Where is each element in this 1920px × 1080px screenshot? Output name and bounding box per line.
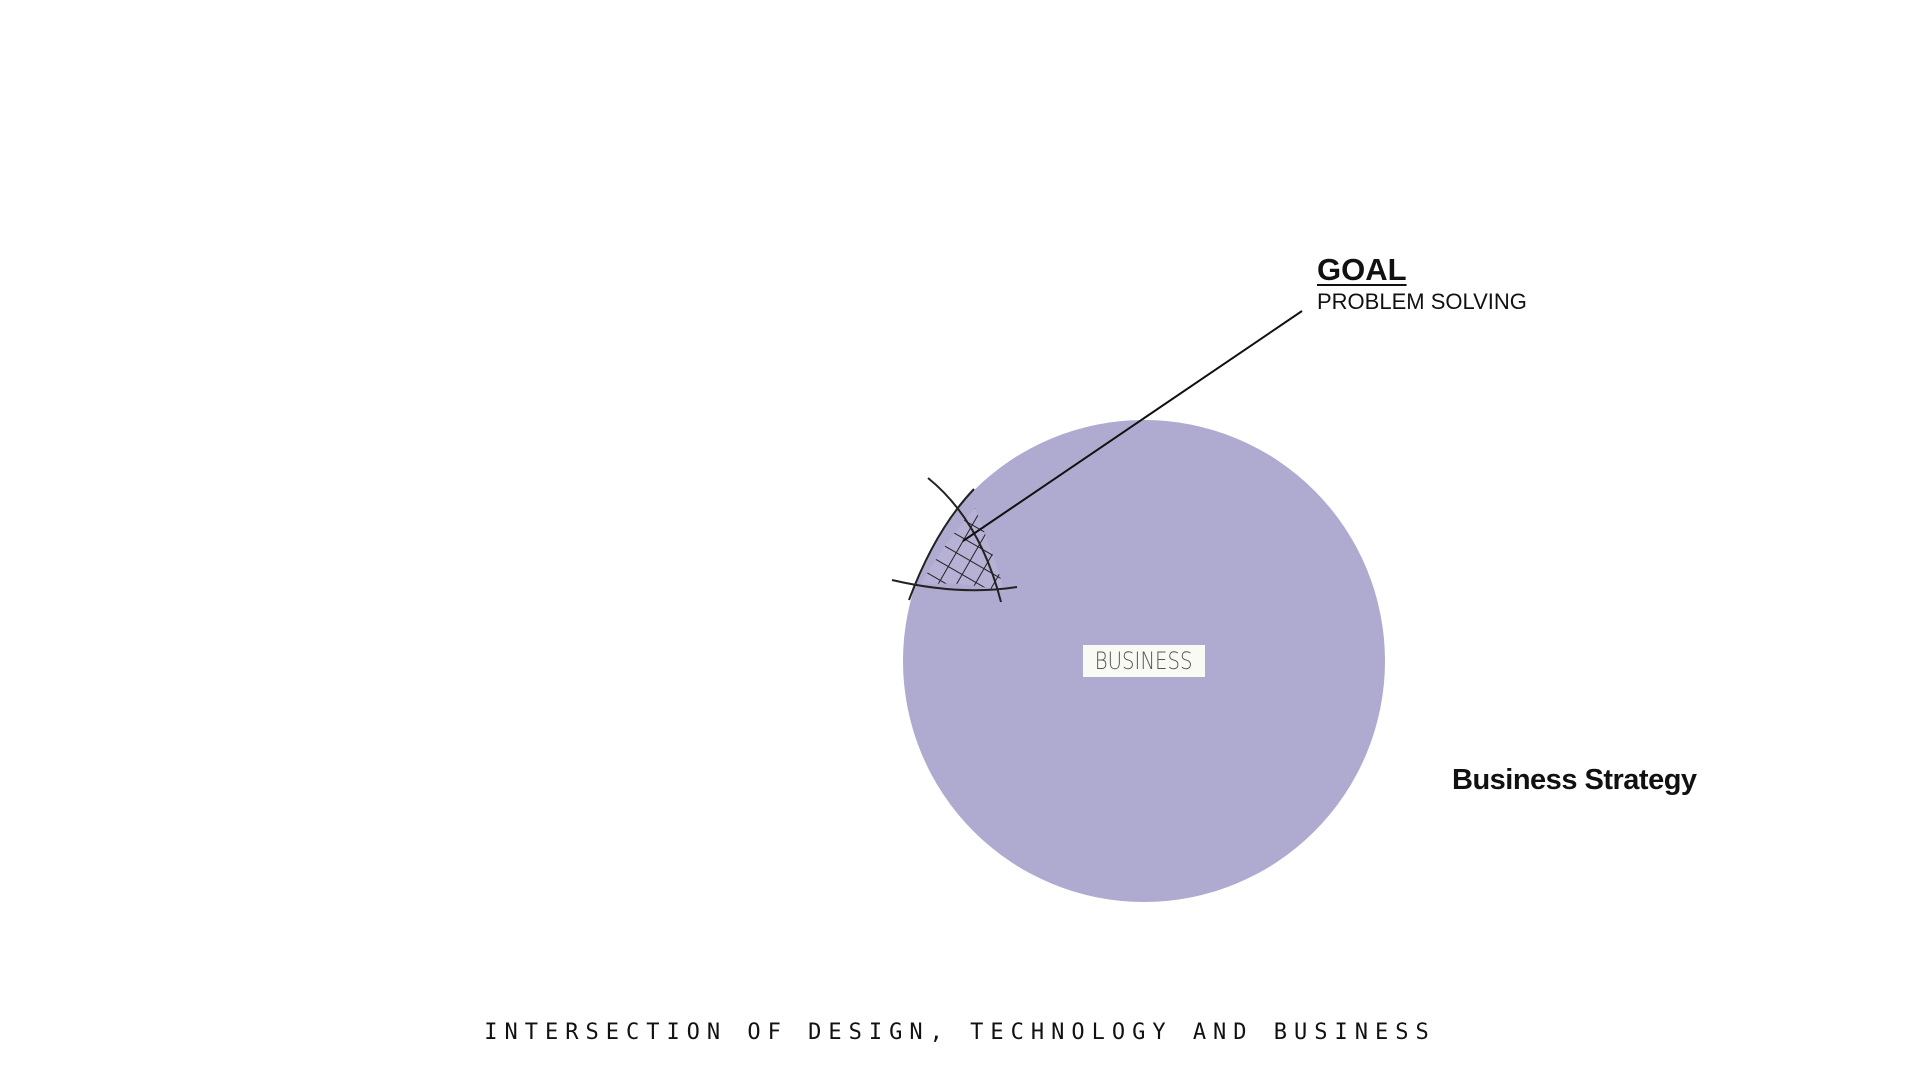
business-label-box: BUSINESS — [1083, 645, 1205, 677]
goal-subtitle: PROBLEM SOLVING — [1317, 289, 1527, 314]
arc-left — [927, 477, 1002, 603]
business-strategy-label: Business Strategy — [1452, 764, 1697, 796]
arc-bottom — [891, 579, 1018, 592]
diagram-caption: INTERSECTION OF DESIGN, TECHNOLOGY AND B… — [484, 1020, 1436, 1045]
goal-title: GOAL — [1317, 252, 1407, 287]
goal-callout: GOAL PROBLEM SOLVING — [1317, 252, 1527, 316]
callout-leader-line — [962, 310, 1303, 542]
business-label: BUSINESS — [1095, 647, 1193, 675]
